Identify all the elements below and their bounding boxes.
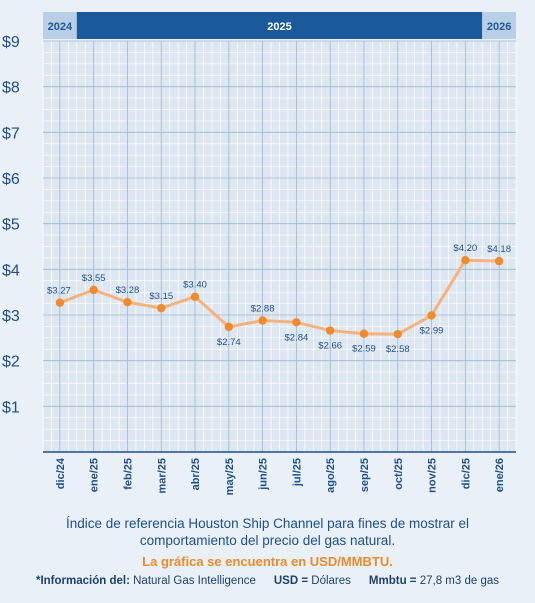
y-tick-label: $5 bbox=[2, 217, 20, 234]
y-tick-label: $3 bbox=[2, 308, 20, 325]
data-label: $3.28 bbox=[116, 285, 140, 296]
mmbtu-value: 27,8 m3 de gas bbox=[419, 575, 499, 587]
data-label: $4.18 bbox=[487, 244, 511, 255]
data-point bbox=[55, 298, 65, 307]
y-tick-label: $6 bbox=[2, 171, 20, 188]
data-point bbox=[123, 298, 132, 307]
year-band-2024 bbox=[43, 12, 77, 39]
data-point bbox=[258, 316, 267, 325]
data-label: $2.66 bbox=[318, 341, 342, 352]
x-tick-label: dic/25 bbox=[460, 458, 472, 489]
source-value: Natural Gas Intelligence bbox=[133, 575, 256, 587]
data-point bbox=[427, 311, 436, 320]
data-point bbox=[359, 329, 369, 338]
series-line bbox=[59, 258, 500, 336]
year-label-2024: 2024 bbox=[48, 21, 73, 33]
x-tick-label: may/25 bbox=[224, 458, 236, 495]
x-tick-label: dic/24 bbox=[55, 457, 67, 489]
data-point bbox=[157, 303, 166, 313]
data-label: $3.15 bbox=[149, 291, 173, 302]
x-tick-label: oct/25 bbox=[393, 458, 405, 490]
y-tick-label: $9 bbox=[2, 34, 20, 51]
mmbtu-label: Mmbtu = bbox=[368, 575, 417, 587]
y-tick-label: $7 bbox=[2, 125, 20, 142]
y-tick-label: $8 bbox=[2, 80, 20, 97]
currency-note: La gráfica se encuentra en USD/MMBTU. bbox=[142, 554, 393, 569]
data-label: $2.84 bbox=[285, 332, 309, 343]
x-tick-label: jun/25 bbox=[258, 458, 270, 491]
data-point bbox=[292, 318, 301, 327]
data-label: $2.99 bbox=[420, 325, 444, 336]
year-band-2025 bbox=[76, 12, 483, 39]
usd-label: USD = bbox=[273, 575, 309, 587]
data-point bbox=[461, 256, 470, 265]
x-tick-label: ene/25 bbox=[89, 458, 101, 492]
year-label-2026: 2026 bbox=[487, 21, 511, 33]
source-label: *Información del: bbox=[35, 575, 130, 587]
data-label: $2.88 bbox=[251, 303, 275, 314]
data-point bbox=[190, 292, 200, 301]
data-label: $4.20 bbox=[453, 243, 477, 254]
data-point bbox=[224, 322, 234, 332]
x-tick-label: sep/25 bbox=[359, 458, 371, 492]
data-label: $2.58 bbox=[386, 344, 410, 355]
usd-value: Dólares bbox=[311, 575, 351, 587]
x-tick-label: mar/25 bbox=[156, 458, 168, 493]
caption-line-1: Índice de referencia Houston Ship Channe… bbox=[66, 516, 469, 531]
data-label: $3.40 bbox=[183, 280, 207, 291]
data-label: $2.59 bbox=[352, 344, 376, 355]
chart-caption: Índice de referencia Houston Ship Channe… bbox=[0, 515, 535, 549]
data-label: $3.27 bbox=[47, 286, 71, 297]
y-tick-label: $4 bbox=[2, 262, 20, 279]
year-label-2025: 2025 bbox=[267, 21, 291, 33]
year-band-2026 bbox=[482, 12, 516, 39]
x-tick-label: abr/25 bbox=[190, 458, 202, 490]
data-label: $3.55 bbox=[82, 273, 106, 284]
y-tick-label: $2 bbox=[2, 354, 20, 371]
x-tick-label: nov/25 bbox=[427, 458, 439, 493]
data-label: $2.74 bbox=[217, 337, 241, 348]
x-tick-label: ene/26 bbox=[494, 458, 506, 492]
x-tick-label: jul/25 bbox=[291, 458, 303, 487]
x-tick-label: ago/25 bbox=[325, 458, 337, 493]
y-tick-label: $1 bbox=[2, 399, 20, 416]
x-tick-label: feb/25 bbox=[122, 458, 134, 490]
caption-line-2: comportamiento del precio del gas natura… bbox=[139, 533, 396, 548]
price-chart: 2024 2025 2026 $1 $2 $3 $4 $5 $6 $7 $8 $9 dic/24 ene/… bbox=[2, 12, 517, 495]
data-point bbox=[325, 326, 335, 335]
data-point bbox=[393, 329, 402, 339]
source-note: *Información del: Natural Gas Intelligen… bbox=[0, 575, 535, 587]
data-point bbox=[494, 256, 504, 266]
data-point bbox=[89, 285, 98, 295]
